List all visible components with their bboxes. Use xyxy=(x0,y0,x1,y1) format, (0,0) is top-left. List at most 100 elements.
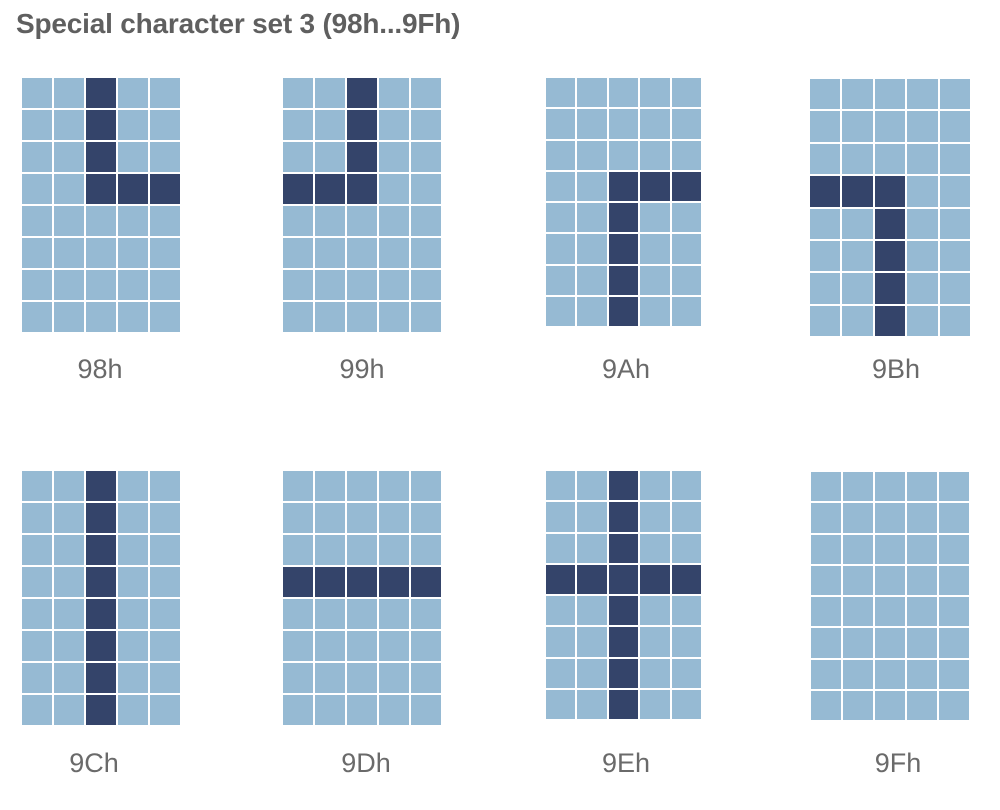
pixel-off xyxy=(907,503,937,533)
pixel-off xyxy=(671,627,701,657)
pixel-off xyxy=(546,296,576,326)
glyph-code-label: 9Eh xyxy=(601,748,651,778)
glyph-code-label: 99h xyxy=(339,354,385,384)
pixel-off xyxy=(577,109,607,139)
pixel-on xyxy=(546,564,576,594)
pixel-off xyxy=(671,471,701,501)
pixel-off xyxy=(640,203,670,233)
pixel-off xyxy=(118,270,148,300)
pixel-off xyxy=(907,143,938,175)
pixel-on xyxy=(874,305,906,336)
pixel-on xyxy=(315,567,345,597)
pixel-off xyxy=(283,599,313,629)
pixel-off xyxy=(379,503,409,533)
glyph-9ch xyxy=(22,471,180,725)
pixel-off xyxy=(283,503,313,533)
pixel-off xyxy=(546,203,576,233)
pixel-off xyxy=(811,472,841,502)
pixel-off xyxy=(283,270,313,300)
pixel-on xyxy=(608,203,639,233)
pixel-off xyxy=(315,206,345,236)
pixel-off xyxy=(150,663,180,693)
pixel-on xyxy=(86,503,116,533)
pixel-off xyxy=(810,208,841,239)
pixel-off xyxy=(347,631,377,661)
pixel-off xyxy=(86,270,116,300)
pixel-off xyxy=(671,203,701,233)
pixel-off xyxy=(546,596,576,626)
pixel-off xyxy=(907,208,938,239)
pixel-off xyxy=(379,471,409,501)
pixel-off xyxy=(22,78,52,108)
pixel-off xyxy=(875,690,905,720)
pixel-off xyxy=(411,110,441,140)
pixel-off xyxy=(150,567,180,597)
pixel-off xyxy=(118,206,148,236)
pixel-off xyxy=(315,302,345,332)
pixel-off xyxy=(640,627,670,657)
pixel-off xyxy=(54,110,84,140)
pixel-on xyxy=(608,234,639,264)
pixel-off xyxy=(54,631,84,661)
pixel-off xyxy=(939,690,969,720)
pixel-off xyxy=(811,628,841,658)
pixel-off xyxy=(939,565,969,595)
pixel-off xyxy=(640,234,670,264)
pixel-off xyxy=(640,109,670,139)
pixel-on xyxy=(577,564,607,594)
pixel-off xyxy=(54,142,84,172)
pixel-on xyxy=(608,596,639,626)
pixel-on xyxy=(608,471,639,501)
pixel-off xyxy=(379,238,409,268)
pixel-off xyxy=(640,265,670,295)
pixel-off xyxy=(811,659,841,689)
pixel-off xyxy=(640,502,670,532)
glyph-9fh xyxy=(811,472,969,720)
pixel-off xyxy=(671,502,701,532)
pixel-off xyxy=(640,533,670,563)
pixel-on xyxy=(608,658,639,688)
pixel-off xyxy=(150,142,180,172)
glyph-code-label: 9Dh xyxy=(341,748,391,778)
pixel-off xyxy=(22,174,52,204)
pixel-off xyxy=(671,296,701,326)
pixel-off xyxy=(577,171,607,201)
pixel-off xyxy=(874,143,906,175)
pixel-on xyxy=(315,174,345,204)
pixel-off xyxy=(907,597,937,627)
pixel-off xyxy=(22,631,52,661)
pixel-on xyxy=(347,174,377,204)
pixel-off xyxy=(875,597,905,627)
pixel-off xyxy=(118,695,148,725)
pixel-off xyxy=(283,535,313,565)
glyph-9bh xyxy=(810,79,970,336)
pixel-off xyxy=(939,628,969,658)
pixel-on xyxy=(608,502,639,532)
pixel-off xyxy=(546,689,576,719)
pixel-off xyxy=(874,111,906,142)
pixel-off xyxy=(379,631,409,661)
pixel-off xyxy=(411,270,441,300)
pixel-off xyxy=(842,273,873,304)
pixel-off xyxy=(939,273,970,304)
pixel-off xyxy=(907,690,937,720)
pixel-off xyxy=(907,534,937,564)
pixel-off xyxy=(546,533,576,563)
pixel-off xyxy=(315,695,345,725)
pixel-off xyxy=(118,78,148,108)
pixel-off xyxy=(411,535,441,565)
pixel-off xyxy=(671,596,701,626)
pixel-off xyxy=(347,302,377,332)
pixel-on xyxy=(283,567,313,597)
pixel-off xyxy=(347,238,377,268)
pixel-off xyxy=(640,689,670,719)
pixel-off xyxy=(577,627,607,657)
pixel-off xyxy=(118,142,148,172)
pixel-on xyxy=(874,273,906,304)
pixel-off xyxy=(22,238,52,268)
pixel-off xyxy=(411,206,441,236)
pixel-off xyxy=(843,565,873,595)
pixel-off xyxy=(907,111,938,142)
pixel-on xyxy=(347,110,377,140)
pixel-off xyxy=(546,234,576,264)
